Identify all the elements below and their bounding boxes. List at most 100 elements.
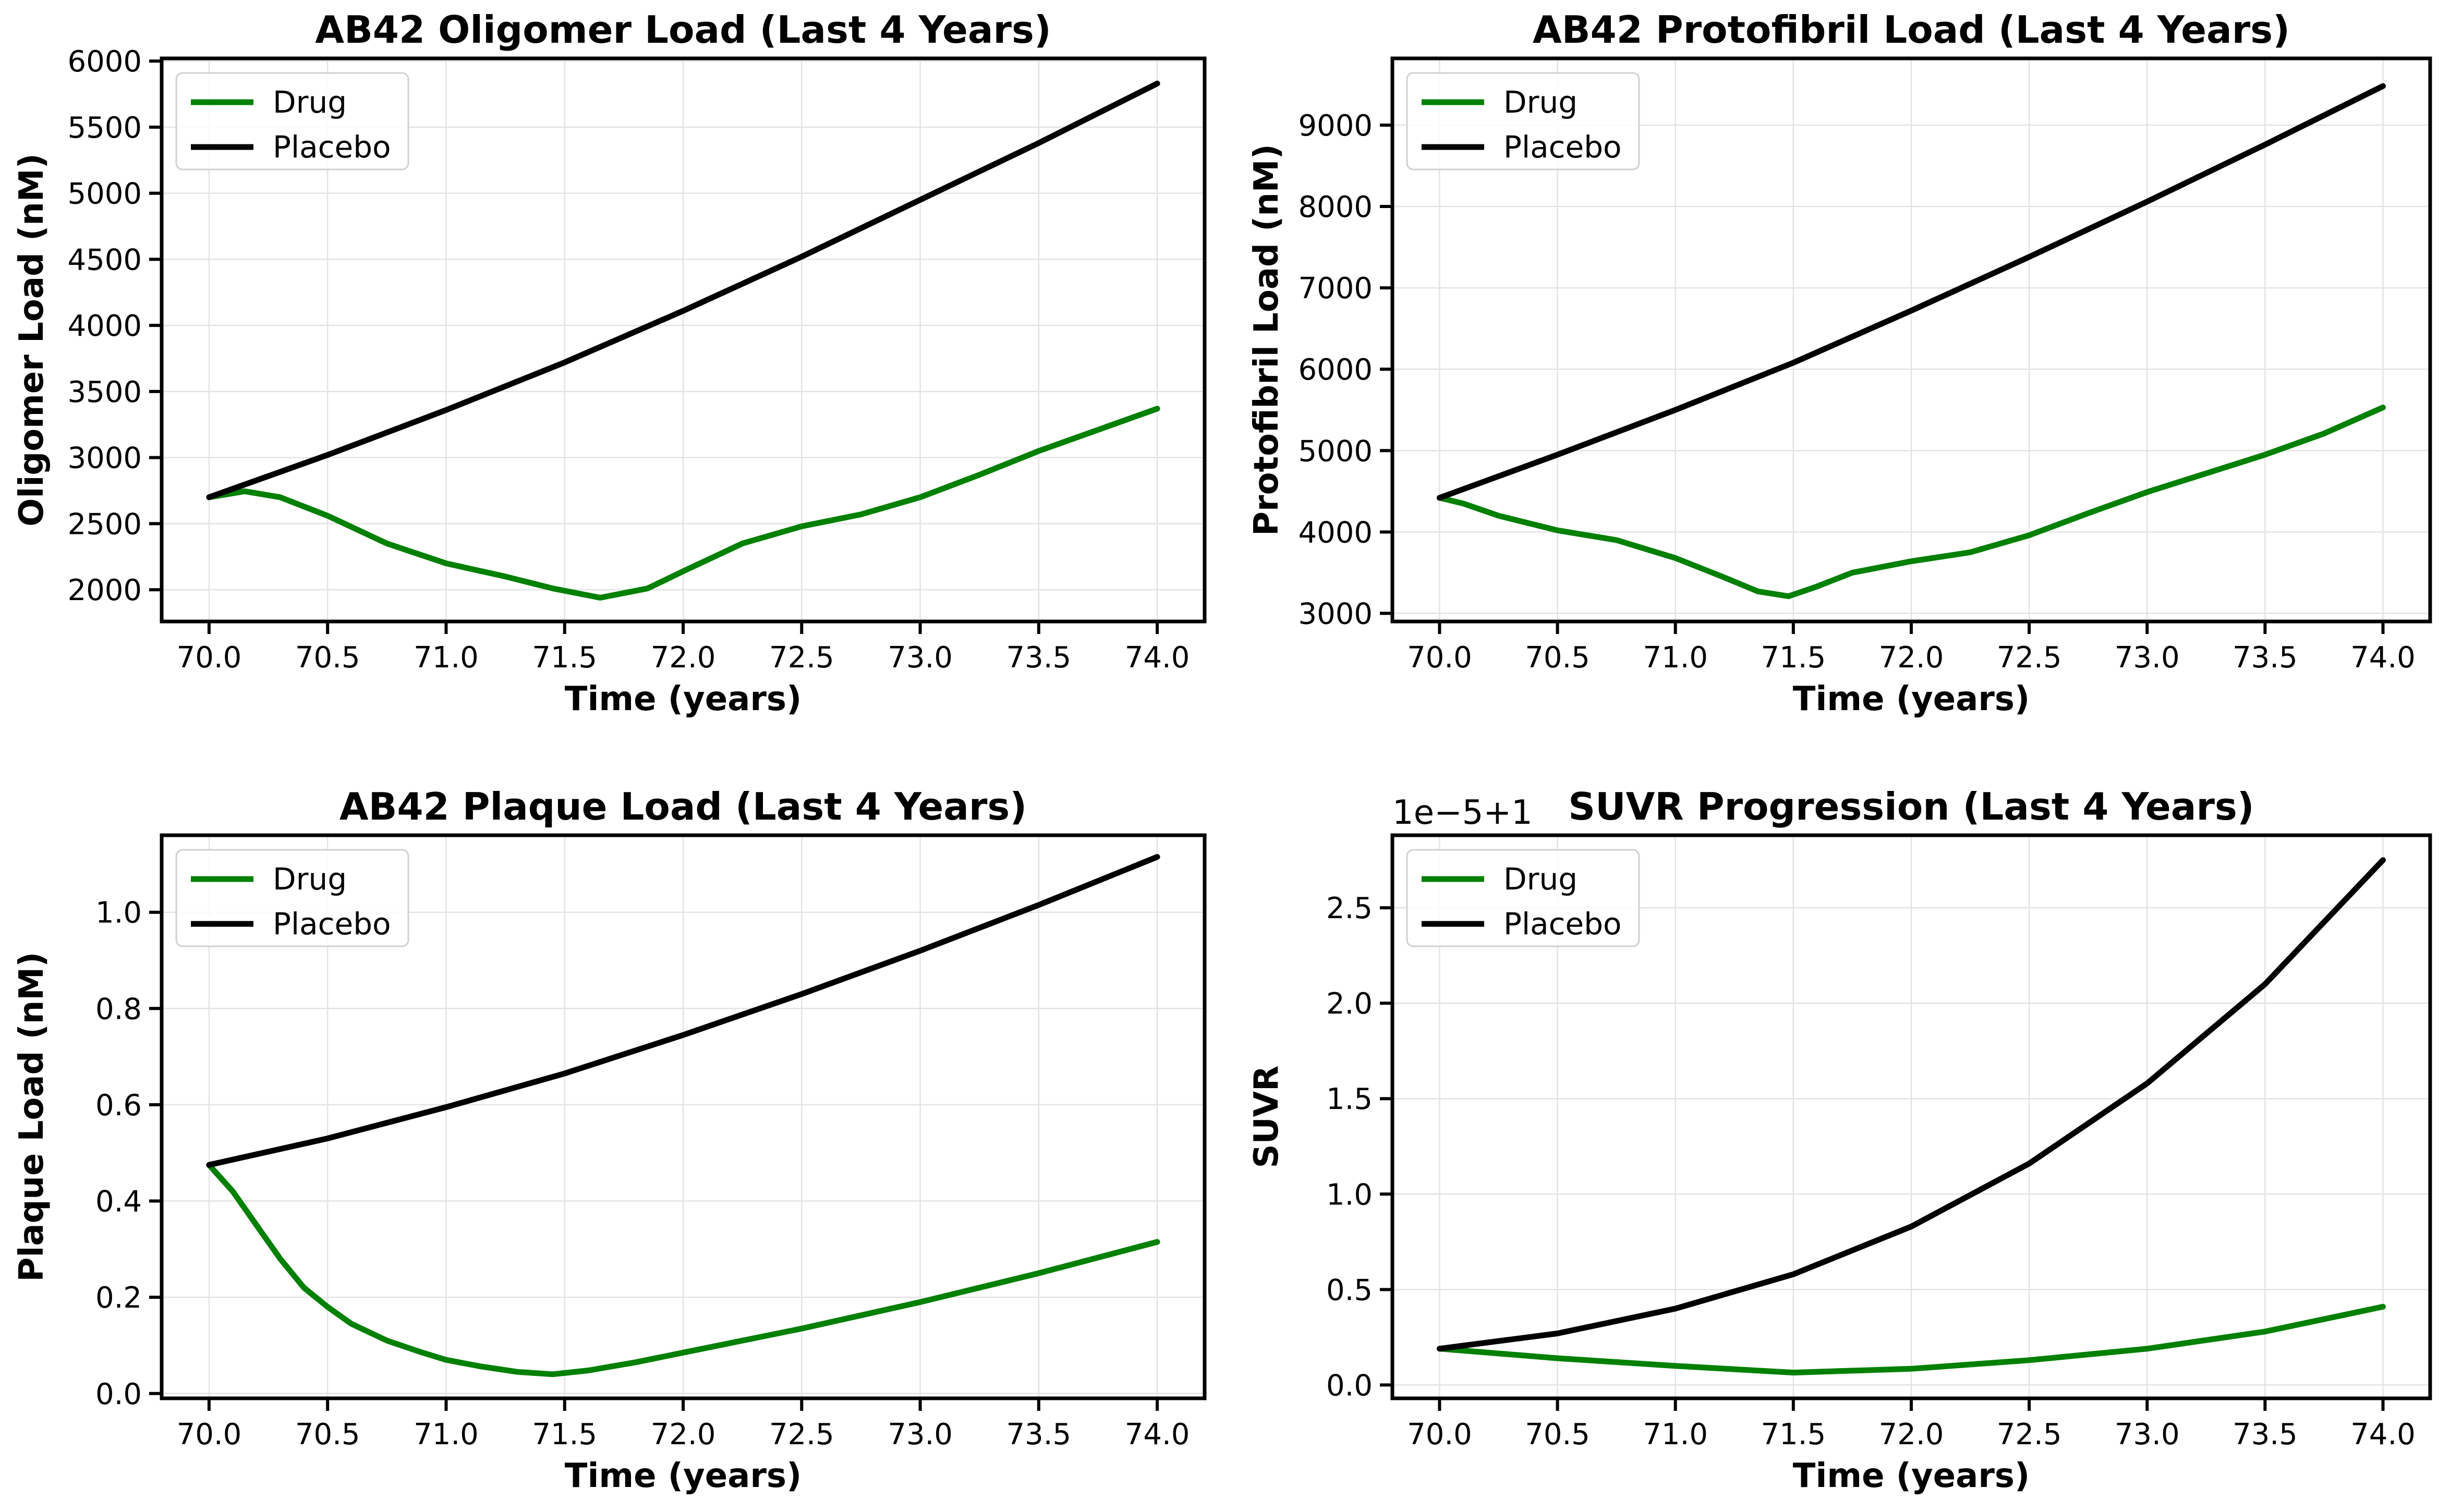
y-axis-label: Protofibril Load (nM) (1247, 144, 1286, 536)
y-axis-label: Oligomer Load (nM) (13, 153, 51, 527)
y-tick-label: 1.0 (95, 896, 142, 930)
legend-label-drug: Drug (1503, 84, 1578, 120)
x-tick-label: 72.0 (1879, 641, 1944, 675)
x-axis-label: Time (years) (565, 1457, 802, 1495)
x-tick-label: 71.5 (1761, 1418, 1826, 1452)
x-tick-label: 70.0 (1407, 641, 1472, 675)
y-tick-label: 2500 (67, 507, 142, 541)
legend: Drug Placebo (175, 72, 409, 170)
x-tick-label: 71.0 (1643, 1418, 1708, 1452)
y-tick-label: 1.5 (1326, 1082, 1373, 1116)
x-tick-label: 70.0 (1407, 1418, 1472, 1452)
legend-label-placebo: Placebo (1503, 129, 1622, 165)
chart-title: AB42 Oligomer Load (Last 4 Years) (315, 8, 1051, 52)
y-tick-label: 0.5 (1326, 1273, 1373, 1307)
y-tick-label: 5500 (67, 111, 142, 145)
chart-panel-3: 70.0 70.5 71.0 71.5 72.0 72.5 73.0 73.5 74.0 0.0 0… (13, 785, 1207, 1495)
chart-panel-1: 70.0 70.5 71.0 71.5 72.0 72.5 73.0 73.5 74.0 2000… (13, 8, 1207, 718)
x-tick-label: 71.0 (1643, 641, 1708, 675)
y-tick-label: 0.0 (95, 1377, 142, 1411)
chart-panel-4: 70.0 70.5 71.0 71.5 72.0 72.5 73.0 73.5 74.0 0.0 0… (1247, 785, 2432, 1495)
x-tick-label: 71.5 (532, 1418, 597, 1452)
y-tick-label: 3000 (67, 442, 142, 475)
x-axis-label: Time (years) (565, 680, 802, 718)
x-tick-label: 73.0 (2115, 1418, 2180, 1452)
legend: Drug Placebo (1406, 849, 1640, 947)
y-tick-label: 0.0 (1326, 1369, 1373, 1403)
chart-title: AB42 Plaque Load (Last 4 Years) (339, 785, 1027, 828)
series-line-placebo (206, 80, 1160, 501)
x-tick-label: 71.0 (414, 1418, 479, 1452)
y-tick-label: 2000 (67, 574, 142, 607)
legend-label-placebo: Placebo (273, 129, 391, 165)
y-tick-label: 0.4 (95, 1185, 142, 1219)
y-tick-label: 3500 (67, 375, 142, 409)
x-tick-label: 73.0 (888, 641, 953, 675)
legend-label-placebo: Placebo (273, 906, 391, 942)
y-tick-label: 0.6 (95, 1089, 142, 1123)
y-tick-label: 2.0 (1326, 987, 1373, 1021)
series-line-drug (206, 406, 1160, 601)
legend-label-drug: Drug (1503, 861, 1578, 897)
y-axis-label: Plaque Load (nM) (13, 952, 51, 1282)
series-line-placebo (1437, 857, 2386, 1352)
x-tick-label: 71.0 (414, 641, 479, 675)
x-tick-label: 71.5 (532, 641, 597, 675)
y-tick-label: 3000 (1298, 597, 1373, 631)
x-tick-label: 73.5 (1006, 641, 1071, 675)
series-line-drug (206, 1162, 1160, 1377)
x-tick-label: 73.5 (1006, 1418, 1071, 1452)
x-tick-label: 73.5 (2232, 641, 2298, 675)
x-tick-label: 70.5 (1525, 641, 1590, 675)
x-tick-label: 70.5 (295, 641, 360, 675)
x-tick-label: 74.0 (2350, 641, 2416, 675)
y-axis-label: SUVR (1247, 1066, 1286, 1168)
legend-label-placebo: Placebo (1503, 906, 1622, 942)
y-tick-label: 0.2 (95, 1281, 142, 1315)
x-tick-label: 72.5 (1997, 1418, 2062, 1452)
series-line-placebo (1437, 83, 2386, 501)
y-axis-offset-text: 1e−5+1 (1392, 794, 1533, 832)
x-tick-label: 74.0 (1125, 1418, 1190, 1452)
x-axis-label: Time (years) (1793, 680, 2030, 718)
series-line-drug (1437, 1303, 2386, 1376)
legend-label-drug: Drug (273, 861, 347, 897)
y-tick-label: 6000 (67, 45, 142, 79)
x-tick-label: 73.0 (888, 1418, 953, 1452)
x-tick-label: 73.0 (2115, 641, 2180, 675)
x-tick-label: 72.5 (769, 1418, 834, 1452)
legend-label-drug: Drug (273, 84, 347, 120)
y-tick-label: 4000 (1298, 516, 1373, 550)
y-tick-label: 2.5 (1326, 892, 1373, 925)
y-tick-label: 0.8 (95, 992, 142, 1026)
x-tick-label: 70.0 (177, 641, 242, 675)
y-tick-label: 6000 (1298, 353, 1373, 387)
x-tick-label: 74.0 (1125, 641, 1190, 675)
chart-title: SUVR Progression (Last 4 Years) (1568, 785, 2254, 828)
legend: Drug Placebo (1406, 72, 1640, 170)
x-tick-label: 70.5 (295, 1418, 360, 1452)
y-tick-label: 5000 (1298, 434, 1373, 468)
x-axis-label: Time (years) (1793, 1457, 2030, 1495)
x-tick-label: 74.0 (2350, 1418, 2416, 1452)
y-tick-label: 4000 (67, 309, 142, 343)
x-tick-label: 70.5 (1525, 1418, 1590, 1452)
x-tick-label: 73.5 (2232, 1418, 2298, 1452)
x-tick-label: 72.0 (651, 641, 716, 675)
x-tick-label: 72.0 (651, 1418, 716, 1452)
y-tick-label: 9000 (1298, 109, 1373, 143)
series-line-placebo (206, 854, 1160, 1168)
series-line-drug (1437, 405, 2386, 600)
y-tick-label: 4500 (67, 243, 142, 277)
x-tick-label: 71.5 (1761, 641, 1826, 675)
chart-title: AB42 Protofibril Load (Last 4 Years) (1533, 8, 2290, 52)
x-tick-label: 72.5 (769, 641, 834, 675)
y-tick-label: 7000 (1298, 272, 1373, 306)
legend: Drug Placebo (175, 849, 409, 947)
x-tick-label: 72.5 (1997, 641, 2062, 675)
chart-panel-2: 70.0 70.5 71.0 71.5 72.0 72.5 73.0 73.5 74.0 3000… (1247, 8, 2432, 718)
y-tick-label: 8000 (1298, 190, 1373, 224)
x-tick-label: 70.0 (177, 1418, 242, 1452)
x-tick-label: 72.0 (1879, 1418, 1944, 1452)
